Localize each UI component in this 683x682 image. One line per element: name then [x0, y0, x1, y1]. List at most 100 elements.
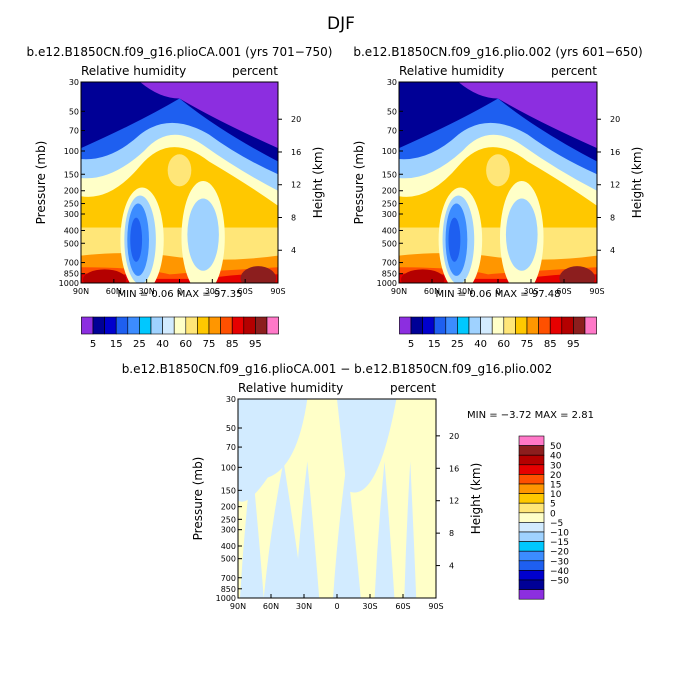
- y2-tick-label: 8: [610, 213, 615, 222]
- colorbar-swatch: [518, 512, 545, 523]
- colorbar-swatch: [518, 541, 545, 552]
- panel-title: b.e12.B1850CN.f09_g16.plioCA.001 (yrs 70…: [27, 45, 333, 59]
- colorbar-label: 30: [550, 461, 562, 471]
- field-band: [187, 198, 219, 271]
- colorbar-swatch: [445, 316, 458, 335]
- y-tick-label: 400: [221, 542, 236, 551]
- y-tick-label: 400: [64, 226, 79, 235]
- figure-title: DJF: [327, 14, 355, 34]
- colorbar-label: 40: [474, 339, 487, 350]
- y2-tick-label: 16: [449, 464, 459, 473]
- variable-label: Relative humidity: [238, 381, 343, 395]
- colorbar-swatch: [518, 493, 545, 504]
- x-tick-label: 60N: [106, 287, 122, 296]
- y2-tick-label: 20: [291, 115, 301, 124]
- colorbar-swatch: [266, 316, 279, 335]
- colorbar-swatch: [150, 316, 163, 335]
- colorbar-swatch: [518, 464, 545, 475]
- colorbar-swatch: [518, 435, 545, 446]
- colorbar-label: −20: [550, 548, 569, 558]
- colorbar-label: 50: [550, 442, 562, 452]
- colorbar-swatch: [573, 316, 586, 335]
- colorbar-swatch: [410, 316, 423, 335]
- colorbar-swatch: [185, 316, 198, 335]
- colorbar-swatch: [255, 316, 268, 335]
- x-tick-label: 60N: [263, 602, 279, 611]
- y2-axis-title: Height (km): [311, 147, 325, 218]
- colorbar-swatch: [81, 316, 94, 335]
- colorbar-swatch: [127, 316, 140, 335]
- colorbar-swatch: [518, 474, 545, 485]
- colorbar-label: 40: [156, 339, 169, 350]
- field-band: [337, 399, 397, 493]
- colorbar-swatch: [491, 316, 505, 335]
- colorbar-swatch: [518, 522, 545, 533]
- y2-tick-label: 4: [291, 246, 296, 255]
- colorbar-swatch: [422, 316, 435, 335]
- colorbar-swatch: [518, 570, 545, 581]
- y-tick-label: 50: [69, 107, 79, 116]
- y-tick-label: 250: [382, 200, 397, 209]
- y-tick-label: 250: [64, 200, 79, 209]
- field-band: [486, 154, 510, 187]
- colorbar-swatch: [115, 316, 129, 335]
- field-band: [448, 217, 461, 262]
- colorbar-swatch: [162, 316, 175, 335]
- y2-tick-label: 12: [291, 181, 301, 190]
- y-tick-label: 70: [69, 127, 79, 136]
- y-tick-label: 30: [226, 395, 236, 404]
- colorbar-swatch: [518, 560, 545, 571]
- panel-title: b.e12.B1850CN.f09_g16.plio.002 (yrs 601−…: [353, 45, 642, 59]
- x-tick-label: 0: [495, 287, 500, 296]
- y-tick-label: 100: [64, 147, 79, 156]
- colorbar-swatch: [231, 316, 245, 335]
- colorbar-label: 20: [550, 471, 562, 481]
- x-tick-label: 60S: [395, 602, 410, 611]
- field-band: [458, 82, 597, 149]
- colorbar-swatch: [518, 531, 545, 542]
- x-tick-label: 90N: [230, 602, 246, 611]
- y-tick-label: 50: [226, 424, 236, 433]
- colorbar-swatch: [139, 316, 152, 335]
- y-tick-label: 500: [382, 239, 397, 248]
- x-tick-label: 90N: [73, 287, 89, 296]
- colorbar-swatch: [503, 316, 516, 335]
- colorbar-swatch: [104, 316, 117, 335]
- x-tick-label: 0: [177, 287, 182, 296]
- x-tick-label: 90N: [391, 287, 407, 296]
- y-tick-label: 850: [64, 270, 79, 279]
- x-tick-label: 60S: [238, 287, 253, 296]
- colorbar-swatch: [538, 316, 551, 335]
- y-tick-label: 70: [387, 127, 397, 136]
- colorbar-label: 95: [567, 339, 580, 350]
- field-band: [374, 461, 395, 598]
- variable-label: Relative humidity: [81, 64, 186, 78]
- y-tick-label: 700: [221, 574, 236, 583]
- y2-tick-label: 16: [610, 148, 620, 157]
- y-tick-label: 50: [387, 107, 397, 116]
- x-tick-label: 30N: [457, 287, 473, 296]
- colorbar-label: −10: [550, 529, 569, 539]
- y2-tick-label: 4: [449, 562, 454, 571]
- colorbar-label: 0: [550, 509, 556, 519]
- y-tick-label: 30: [387, 78, 397, 87]
- colorbar: 5 15 25 40 60 75 85 95: [399, 316, 597, 350]
- y-tick-label: 300: [221, 526, 236, 535]
- y-tick-label: 500: [221, 555, 236, 564]
- colorbar-swatch: [561, 316, 574, 335]
- colorbar-label: 5: [408, 339, 414, 350]
- y2-tick-label: 20: [610, 115, 620, 124]
- y2-tick-label: 16: [291, 148, 301, 157]
- field-band: [295, 461, 320, 598]
- y-tick-label: 100: [221, 463, 236, 472]
- colorbar-swatch: [526, 316, 539, 335]
- colorbar-label: 95: [249, 339, 262, 350]
- colorbar-swatch: [92, 316, 105, 335]
- y-tick-label: 1000: [59, 279, 79, 288]
- y-tick-label: 30: [69, 78, 79, 87]
- field-band: [559, 266, 596, 283]
- units-label: percent: [390, 381, 436, 395]
- y-tick-label: 200: [221, 503, 236, 512]
